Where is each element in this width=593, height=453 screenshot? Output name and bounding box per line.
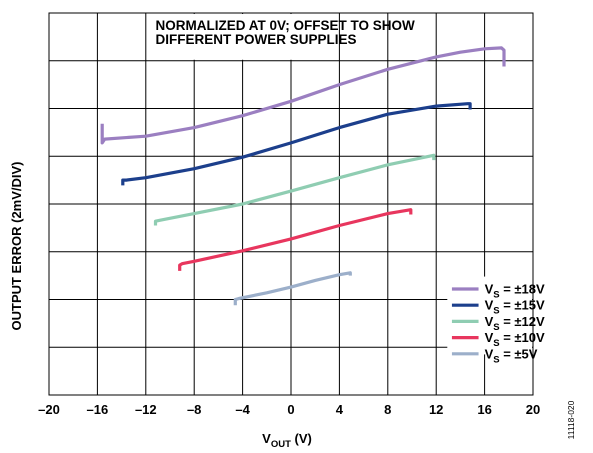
series-line bbox=[121, 102, 472, 186]
x-tick-label: –4 bbox=[235, 402, 250, 417]
annotation: NORMALIZED AT 0V; OFFSET TO SHOWDIFFEREN… bbox=[146, 14, 415, 60]
x-tick-label: 4 bbox=[336, 402, 344, 417]
annotation-line: NORMALIZED AT 0V; OFFSET TO SHOW bbox=[155, 18, 415, 33]
x-tick-label: 0 bbox=[287, 402, 294, 417]
legend-label: VS = ±5V bbox=[485, 346, 538, 365]
x-tick-labels: –20 –16 –12 –8 –4 0 4 8 12 16 20 bbox=[38, 402, 540, 417]
x-tick-label: –12 bbox=[135, 402, 157, 417]
y-axis-label: OUTPUT ERROR (2mV/DIV) bbox=[9, 161, 24, 330]
series-line bbox=[178, 208, 413, 271]
legend-label: VS = ±12V bbox=[485, 314, 545, 333]
x-tick-label: 20 bbox=[526, 402, 540, 417]
figure-id: 11118-020 bbox=[566, 400, 576, 439]
legend-label: VS = ±10V bbox=[485, 330, 545, 349]
x-tick-label: 8 bbox=[384, 402, 391, 417]
plot-frame bbox=[48, 12, 534, 396]
legend-label: VS = ±18V bbox=[485, 281, 545, 300]
annotation-background bbox=[146, 14, 339, 60]
x-tick-label: 12 bbox=[429, 402, 443, 417]
series-line bbox=[153, 153, 436, 226]
legend-label: VS = ±15V bbox=[485, 298, 545, 317]
x-tick-label: –16 bbox=[87, 402, 109, 417]
series-lines bbox=[100, 46, 506, 306]
x-tick-label: –8 bbox=[187, 402, 201, 417]
annotation-line: DIFFERENT POWER SUPPLIES bbox=[155, 32, 356, 47]
x-axis-label: VOUT (V) bbox=[262, 431, 312, 450]
series-line bbox=[233, 271, 352, 306]
series-line bbox=[100, 46, 506, 145]
x-tick-label: –20 bbox=[38, 402, 60, 417]
x-tick-label: 16 bbox=[477, 402, 491, 417]
